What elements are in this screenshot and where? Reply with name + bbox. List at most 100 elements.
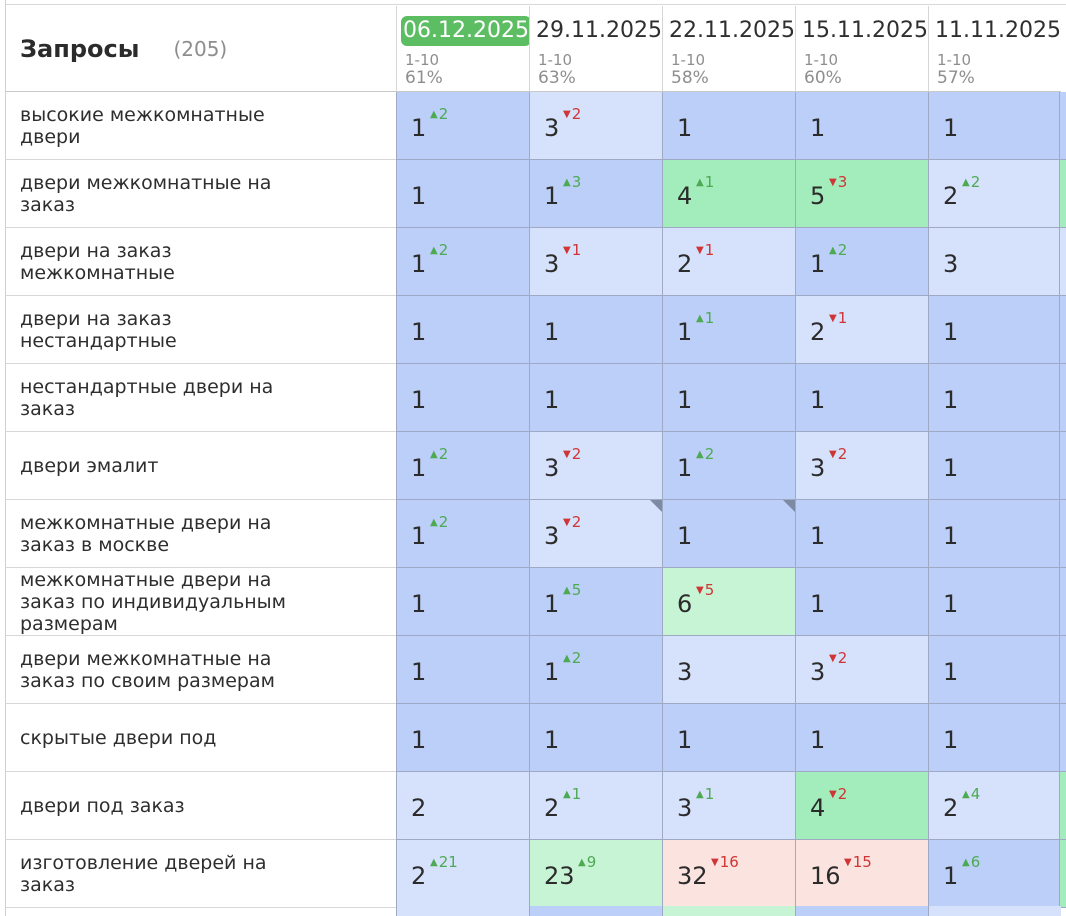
date-column-header[interactable]: 29.11.2025 1-10 63% (529, 6, 662, 92)
arrow-down-icon: ▼ (829, 177, 837, 188)
position-cell[interactable]: 23 ▲9 (529, 840, 662, 908)
arrow-up-icon: ▲ (962, 789, 970, 800)
position-cell[interactable]: 4 ▼2 (795, 772, 928, 840)
position-cell[interactable]: 1 (795, 364, 928, 432)
position-cell[interactable]: 1 (529, 296, 662, 364)
next-column-cell (1059, 568, 1066, 636)
position-cell[interactable]: 1 (928, 636, 1061, 704)
position-cell[interactable]: 1 (928, 568, 1061, 636)
position-value: 32 (677, 862, 708, 890)
position-value: 3 (544, 522, 560, 550)
query-cell[interactable]: межкомнатные двери на заказ в москве (6, 500, 396, 568)
position-cell[interactable]: 16 ▼15 (795, 840, 928, 908)
position-cell[interactable]: 1 (396, 704, 529, 772)
position-cell[interactable]: 1 ▲2 (662, 432, 795, 500)
position-cell[interactable]: 1 (928, 296, 1061, 364)
position-cell[interactable]: 1 (396, 568, 529, 636)
query-cell[interactable]: скрытые двери под (6, 704, 396, 772)
position-cell[interactable]: 1 ▲6 (928, 840, 1061, 908)
position-cell[interactable]: 1 ▲5 (529, 568, 662, 636)
position-cell[interactable]: 1 (662, 500, 795, 568)
position-cell[interactable]: 1 ▲2 (396, 92, 529, 160)
change-value: 4 (970, 785, 981, 803)
date-column-header[interactable]: 22.11.2025 1-10 58% (662, 6, 795, 92)
position-cell[interactable]: 2 ▼1 (795, 296, 928, 364)
position-cell[interactable]: 2 ▲21 (396, 840, 529, 908)
query-cell[interactable]: межкомнатные двери на заказ по индивидуа… (6, 568, 396, 636)
query-text: скрытые двери под (20, 726, 217, 749)
position-cell[interactable]: 2 (396, 772, 529, 840)
position-cell[interactable]: 4 ▲1 (662, 160, 795, 228)
arrow-up-icon: ▲ (430, 109, 438, 120)
position-value: 1 (810, 386, 826, 414)
position-cell[interactable]: 1 (928, 92, 1061, 160)
position-cell[interactable]: 1 (662, 364, 795, 432)
position-cell[interactable]: 2 ▲2 (928, 160, 1061, 228)
queries-header[interactable]: Запросы (205) (6, 6, 396, 92)
note-corner-icon[interactable] (650, 500, 662, 512)
position-value: 1 (810, 522, 826, 550)
date-column-header[interactable]: 11.11.2025 1-10 57% (928, 6, 1061, 92)
position-cell[interactable]: 3 ▲1 (662, 772, 795, 840)
query-cell[interactable]: двери под заказ (6, 772, 396, 840)
query-cell[interactable]: двери эмалит (6, 432, 396, 500)
position-value: 2 (411, 862, 427, 890)
position-cell[interactable]: 1 (529, 704, 662, 772)
position-cell[interactable]: 1 ▲1 (662, 296, 795, 364)
position-value: 4 (810, 794, 826, 822)
position-cell[interactable]: 32 ▼16 (662, 840, 795, 908)
position-cell[interactable]: 1 ▲3 (529, 160, 662, 228)
position-cell[interactable]: 1 ▲2 (396, 228, 529, 296)
position-cell[interactable]: 1 (795, 568, 928, 636)
query-cell[interactable]: высокие межкомнатные двери (6, 92, 396, 160)
position-cell[interactable]: 1 (928, 500, 1061, 568)
position-cell[interactable]: 1 ▲2 (529, 636, 662, 704)
position-cell[interactable]: 3 (928, 228, 1061, 296)
position-cell[interactable]: 2 ▼1 (662, 228, 795, 296)
position-cell[interactable]: 3 ▼1 (529, 228, 662, 296)
position-cell[interactable]: 1 (928, 432, 1061, 500)
position-cell[interactable]: 5 ▼3 (795, 160, 928, 228)
query-cell[interactable]: двери межкомнатные на заказ по своим раз… (6, 636, 396, 704)
query-cell[interactable]: нестандартные двери на заказ (6, 364, 396, 432)
position-cell[interactable]: 3 ▼2 (795, 432, 928, 500)
position-cell[interactable]: 3 ▼2 (529, 500, 662, 568)
position-cell[interactable]: 3 ▼2 (795, 636, 928, 704)
position-cell[interactable]: 1 (795, 92, 928, 160)
position-cell[interactable]: 1 (396, 636, 529, 704)
position-cell[interactable]: 1 (396, 160, 529, 228)
query-cell[interactable]: двери межкомнатные на заказ (6, 160, 396, 228)
query-cell[interactable]: изготовление дверей на заказ (6, 840, 396, 908)
query-cell[interactable]: двери на заказ нестандартные (6, 296, 396, 364)
position-cell[interactable]: 1 (662, 704, 795, 772)
query-text: межкомнатные двери на заказ по индивидуа… (20, 568, 287, 635)
position-cell[interactable]: 1 (396, 296, 529, 364)
position-value: 3 (544, 454, 560, 482)
position-cell[interactable]: 3 ▼2 (529, 432, 662, 500)
position-value: 2 (810, 318, 826, 346)
note-corner-icon[interactable] (783, 500, 795, 512)
date-column-header[interactable]: 15.11.2025 1-10 60% (795, 6, 928, 92)
position-cell[interactable]: 2 ▲4 (928, 772, 1061, 840)
position-change: ▲1 (696, 310, 714, 327)
query-cell[interactable]: двери на заказ межкомнатные (6, 228, 396, 296)
position-cell[interactable]: 1 (928, 364, 1061, 432)
position-cell[interactable]: 2 ▲1 (529, 772, 662, 840)
position-cell[interactable]: 3 (662, 636, 795, 704)
position-cell[interactable]: 1 (795, 500, 928, 568)
change-value: 3 (837, 173, 848, 191)
position-cell[interactable]: 1 (662, 92, 795, 160)
position-cell[interactable]: 1 (529, 364, 662, 432)
date-column-header[interactable]: 06.12.2025 1-10 61% (396, 6, 531, 92)
position-cell[interactable]: 1 (795, 704, 928, 772)
position-cell[interactable]: 1 ▲2 (795, 228, 928, 296)
position-cell[interactable]: 1 (396, 364, 529, 432)
position-cell[interactable]: 1 ▲2 (396, 500, 529, 568)
position-cell[interactable]: 1 ▲2 (396, 432, 529, 500)
position-cell[interactable]: 1 (928, 704, 1061, 772)
position-cell[interactable]: 6 ▼5 (662, 568, 795, 636)
position-change: ▲4 (962, 786, 980, 803)
change-value: 2 (571, 105, 582, 123)
position-change: ▲6 (962, 854, 980, 871)
position-cell[interactable]: 3 ▼2 (529, 92, 662, 160)
